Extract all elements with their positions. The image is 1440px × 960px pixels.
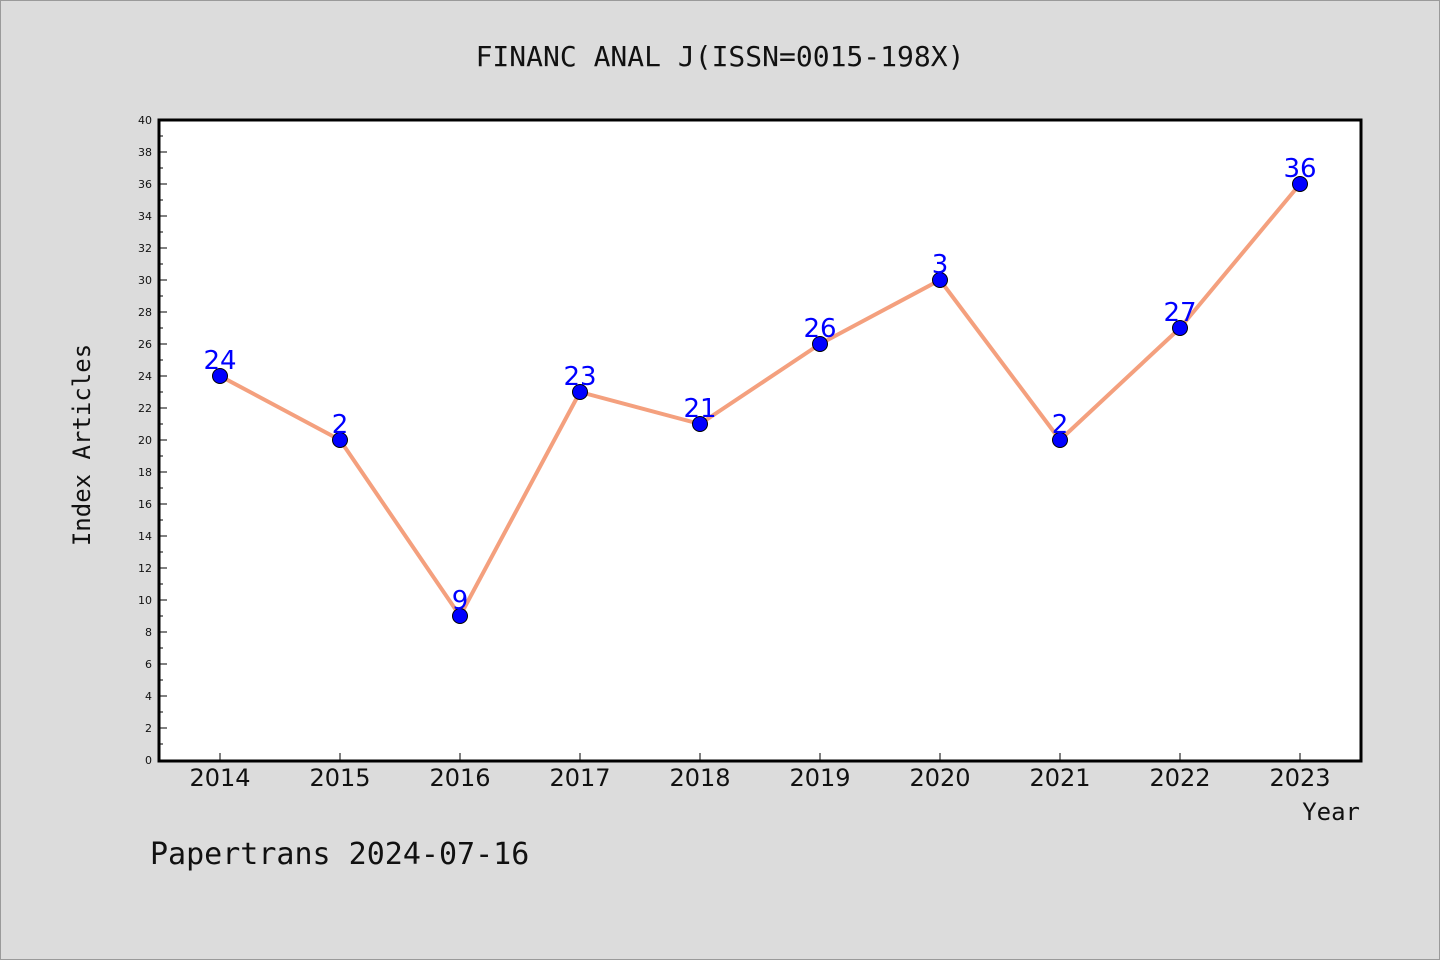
data-label: 23 [563,362,596,392]
data-label: 3 [932,250,949,280]
data-point [1052,432,1068,448]
data-point [332,432,348,448]
y-tick-label: 40 [138,114,152,127]
x-tick-label: 2018 [669,764,730,792]
data-label: 27 [1163,298,1196,328]
data-point [452,608,468,624]
data-label: 36 [1283,154,1316,184]
data-point [212,368,228,384]
x-tick-label: 2019 [789,764,850,792]
data-labels: 24 2 9 23 21 26 3 2 27 36 [203,154,1316,616]
data-point [1292,176,1308,192]
x-tick-label: 2023 [1269,764,1330,792]
y-tick-label: 22 [138,402,152,415]
y-tick-label: 6 [145,658,152,671]
y-tick-label: 10 [138,594,152,607]
y-tick-label: 14 [138,530,152,543]
y-tick-label: 18 [138,466,152,479]
y-tick-label: 30 [138,274,152,287]
y-tick-label: 36 [138,178,152,191]
x-tick-label: 2022 [1149,764,1210,792]
y-tick-label: 0 [145,754,152,767]
data-point [812,336,828,352]
data-label: 2 [332,410,349,440]
y-tick-label: 28 [138,306,152,319]
y-tick-label: 32 [138,242,152,255]
series-line [219,182,1302,618]
x-tick-label: 2016 [429,764,490,792]
y-axis-title: Index Articles [68,344,96,546]
x-axis-title: Year [1302,798,1360,826]
x-tick-label: 2020 [909,764,970,792]
x-tick-label: 2014 [189,764,250,792]
x-axis: 2014 2015 2016 2017 2018 2019 2020 2021 2022 2023 [189,753,1331,792]
y-tick-label: 24 [138,370,152,383]
y-tick-label: 38 [138,146,152,159]
x-tick-label: 2017 [549,764,610,792]
x-tick-label: 2021 [1029,764,1090,792]
plot-area [157,118,1363,763]
data-point [1172,320,1188,336]
y-tick-label: 8 [145,626,152,639]
data-label: 9 [452,586,469,616]
series-markers [212,176,1308,624]
y-tick-label: 2 [145,722,152,735]
y-tick-label: 20 [138,434,152,447]
y-tick-label: 26 [138,338,152,351]
data-label: 2 [1052,410,1069,440]
data-label: 26 [803,314,836,344]
footer-credit: Papertrans 2024-07-16 [150,837,529,872]
series-line-path [219,182,1302,618]
data-label: 24 [203,346,236,376]
y-tick-label: 4 [145,690,152,703]
y-tick-label: 34 [138,210,152,223]
x-tick-label: 2015 [309,764,370,792]
data-point [572,384,588,400]
y-tick-label: 16 [138,498,152,511]
data-point [692,416,708,432]
chart-title: FINANC ANAL J(ISSN=0015-198X) [476,40,965,73]
y-tick-label: 12 [138,562,152,575]
data-label: 21 [683,394,716,424]
data-point [932,272,948,288]
